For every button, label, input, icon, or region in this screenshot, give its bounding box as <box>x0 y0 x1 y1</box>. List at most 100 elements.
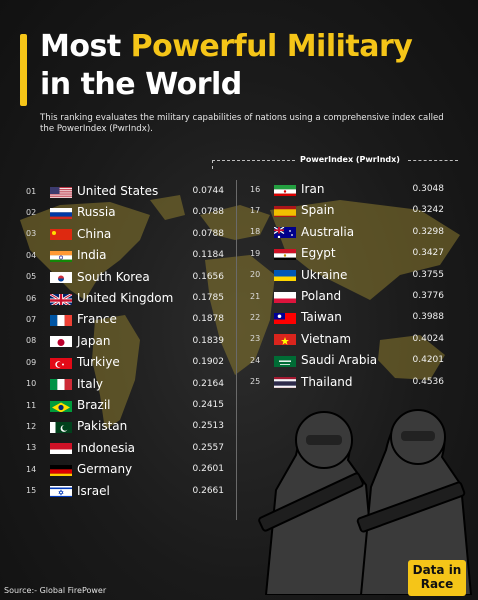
power-index-value: 0.2513 <box>192 421 225 432</box>
power-index-value: 0.0788 <box>192 207 225 218</box>
country-name: India <box>77 248 107 263</box>
russia-flag-icon <box>50 206 72 219</box>
pakistan-flag-icon <box>50 420 72 433</box>
ranking-row: 11 Brazil 0.2415 <box>26 396 226 414</box>
header-dashed-line <box>408 160 458 161</box>
rank-number: 25 <box>250 377 261 387</box>
country-name: Brazil <box>77 398 111 412</box>
rank-number: 21 <box>250 291 261 301</box>
rank-number: 16 <box>250 184 261 194</box>
rank-number: 11 <box>26 400 37 410</box>
ranking-row: 16 Iran 0.3048 <box>250 180 460 198</box>
rank-number: 22 <box>250 312 261 322</box>
title-line2: in the World <box>40 67 242 102</box>
column-header: PowerIndex (PwrIndx) <box>300 155 400 164</box>
ranking-row: 09 Turkiye 0.1902 <box>26 353 226 371</box>
ranking-row: 21 Poland 0.3776 <box>250 287 460 305</box>
india-flag-icon <box>50 249 72 262</box>
ranking-row: 07 France 0.1878 <box>26 310 226 328</box>
spain-flag-icon <box>274 204 296 217</box>
rank-number: 09 <box>26 357 37 367</box>
title-line1-highlight: Powerful Military <box>130 29 413 64</box>
egypt-flag-icon <box>274 247 296 260</box>
rank-number: 18 <box>250 227 261 237</box>
country-name: Australia <box>301 224 355 239</box>
ranking-row: 12 Pakistan 0.2513 <box>26 417 226 435</box>
column-divider <box>236 180 237 520</box>
title-accent-bar <box>20 34 27 106</box>
power-index-value: 0.2557 <box>192 442 225 453</box>
country-name: Iran <box>301 182 325 196</box>
poland-flag-icon <box>274 290 296 303</box>
brazil-flag-icon <box>50 399 72 412</box>
brand-logo: Data in Race <box>408 560 466 596</box>
country-name: United Kingdom <box>77 291 174 305</box>
rank-number: 03 <box>26 229 37 239</box>
country-name: Italy <box>77 376 104 391</box>
country-name: Indonesia <box>77 440 136 455</box>
saudi-arabia-flag-icon <box>274 354 296 367</box>
power-index-value: 0.3427 <box>412 248 445 259</box>
ranking-row: 25 Thailand 0.4536 <box>250 373 460 391</box>
rank-number: 19 <box>250 248 261 258</box>
power-index-value: 0.2415 <box>192 400 225 410</box>
rank-number: 05 <box>26 272 37 282</box>
country-name: Japan <box>77 333 111 348</box>
subtitle: This ranking evaluates the military capa… <box>40 113 444 134</box>
power-index-value: 0.1902 <box>192 357 225 368</box>
ranking-row: 10 Italy 0.2164 <box>26 375 226 393</box>
ukraine-flag-icon <box>274 268 296 282</box>
ranking-row: 04 India 0.1184 <box>26 246 226 264</box>
taiwan-flag-icon <box>274 311 296 324</box>
power-index-value: 0.3048 <box>412 184 445 194</box>
rank-number: 04 <box>26 250 37 260</box>
ranking-row: 20 Ukraine 0.3755 <box>250 266 460 284</box>
power-index-value: 0.2661 <box>192 485 225 496</box>
rank-number: 13 <box>26 443 37 453</box>
logo-line2: Race <box>420 577 454 591</box>
power-index-value: 0.3298 <box>412 226 445 237</box>
ranking-row: 03 China 0.0788 <box>26 225 226 243</box>
rank-number: 23 <box>250 334 261 344</box>
ranking-row: 14 Germany 0.2601 <box>26 460 226 478</box>
indonesia-flag-icon <box>50 441 72 455</box>
logo-line1: Data in <box>412 563 462 577</box>
country-name: Taiwan <box>301 310 342 325</box>
ranking-row: 19 Egypt 0.3427 <box>250 244 460 262</box>
country-name: Thailand <box>301 374 353 389</box>
country-name: Russia <box>77 205 116 220</box>
country-name: Turkiye <box>77 355 120 370</box>
country-name: South Korea <box>77 269 150 284</box>
ranking-row: 15 Israel 0.2661 <box>26 482 226 500</box>
ranking-row: 13 Indonesia 0.2557 <box>26 439 226 457</box>
power-index-value: 0.4201 <box>412 355 445 366</box>
power-index-value: 0.1184 <box>192 250 225 261</box>
ranking-row: 17 Spain 0.3242 <box>250 201 460 219</box>
power-index-value: 0.1785 <box>192 293 225 303</box>
south-korea-flag-icon <box>50 270 72 284</box>
power-index-value: 0.0744 <box>192 186 225 196</box>
vietnam-flag-icon <box>274 332 296 346</box>
soldiers-illustration-icon <box>258 409 473 595</box>
country-name: Israel <box>77 483 110 498</box>
uk-flag-icon <box>50 292 72 305</box>
power-index-value: 0.2601 <box>192 464 225 475</box>
country-name: Poland <box>301 289 342 303</box>
rank-number: 12 <box>26 421 37 431</box>
power-index-value: 0.3755 <box>412 269 445 280</box>
country-name: Spain <box>301 203 335 218</box>
rank-number: 17 <box>250 205 261 215</box>
ranking-row: 05 South Korea 0.1656 <box>26 268 226 286</box>
rank-number: 02 <box>26 207 37 217</box>
power-index-value: 0.3988 <box>412 312 445 323</box>
ranking-row: 24 Saudi Arabia 0.4201 <box>250 351 460 369</box>
power-index-value: 0.2164 <box>192 378 225 389</box>
rank-number: 20 <box>250 270 261 280</box>
israel-flag-icon <box>50 484 72 498</box>
rank-number: 06 <box>26 293 37 303</box>
power-index-value: 0.1839 <box>192 335 225 346</box>
power-index-value: 0.1656 <box>192 271 225 282</box>
country-name: Saudi Arabia <box>301 353 378 368</box>
france-flag-icon <box>50 313 72 326</box>
rank-number: 01 <box>26 186 37 196</box>
